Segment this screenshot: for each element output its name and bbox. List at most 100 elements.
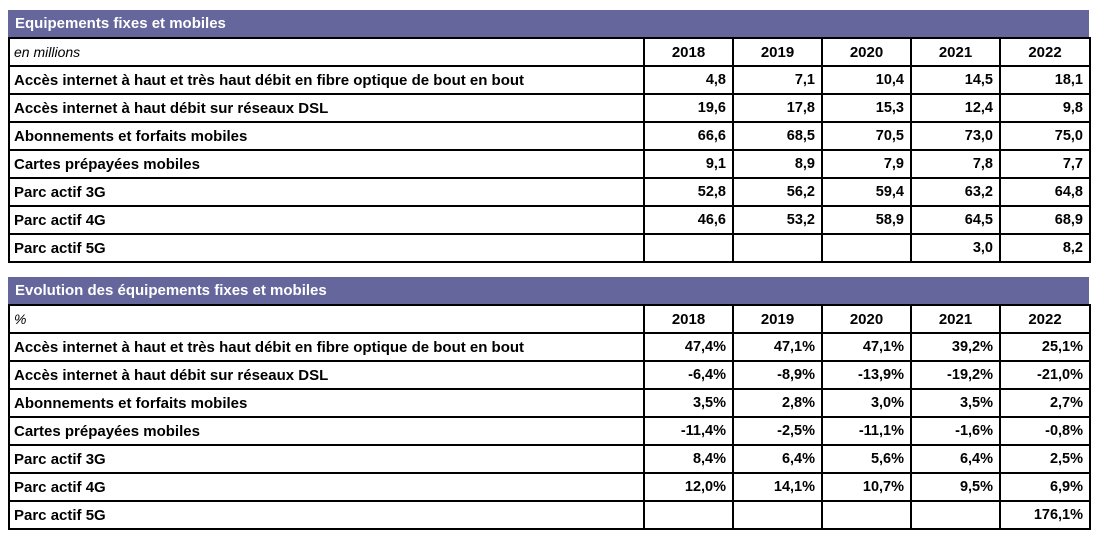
value-cell: 17,8: [732, 93, 823, 123]
value-cell: 64,5: [910, 205, 1001, 235]
year-header: 2018: [643, 37, 734, 67]
row-label: Parc actif 5G: [8, 233, 645, 263]
value-cell: -1,6%: [910, 416, 1001, 446]
row-label: Accès internet à haut et très haut débit…: [8, 65, 645, 95]
value-cell: 68,5: [732, 121, 823, 151]
value-cell: 56,2: [732, 177, 823, 207]
value-cell: 4,8: [643, 65, 734, 95]
value-cell: 8,9: [732, 149, 823, 179]
evolution-table: % 2018 2019 2020 2021 2022 Accès interne…: [8, 304, 1091, 530]
table-header-row: en millions 2018 2019 2020 2021 2022: [8, 37, 1091, 67]
value-cell: 25,1%: [999, 332, 1091, 362]
value-cell: 9,8: [999, 93, 1091, 123]
value-cell: -2,5%: [732, 416, 823, 446]
value-cell: 47,1%: [821, 332, 912, 362]
value-cell: 2,7%: [999, 388, 1091, 418]
value-cell: 8,4%: [643, 444, 734, 474]
value-cell: 12,4: [910, 93, 1001, 123]
value-cell: 8,2: [999, 233, 1091, 263]
value-cell: [732, 233, 823, 263]
table-row: Parc actif 4G 12,0% 14,1% 10,7% 9,5% 6,9…: [8, 472, 1091, 502]
table-row: Cartes prépayées mobiles 9,1 8,9 7,9 7,8…: [8, 149, 1091, 179]
row-label: Parc actif 4G: [8, 205, 645, 235]
table-row: Cartes prépayées mobiles -11,4% -2,5% -1…: [8, 416, 1091, 446]
value-cell: 59,4: [821, 177, 912, 207]
table-title: Evolution des équipements fixes et mobil…: [15, 282, 327, 299]
value-cell: -11,4%: [643, 416, 734, 446]
value-cell: 47,4%: [643, 332, 734, 362]
value-cell: 6,4%: [910, 444, 1001, 474]
year-header: 2019: [732, 304, 823, 334]
table-row: Accès internet à haut et très haut débit…: [8, 65, 1091, 95]
value-cell: 7,7: [999, 149, 1091, 179]
equipements-table: en millions 2018 2019 2020 2021 2022 Acc…: [8, 37, 1091, 263]
value-cell: 3,0: [910, 233, 1001, 263]
value-cell: 14,5: [910, 65, 1001, 95]
value-cell: 6,9%: [999, 472, 1091, 502]
value-cell: 176,1%: [999, 500, 1091, 530]
value-cell: 53,2: [732, 205, 823, 235]
table-title-bar: Evolution des équipements fixes et mobil…: [8, 277, 1089, 304]
value-cell: -0,8%: [999, 416, 1091, 446]
table-row: Parc actif 3G 8,4% 6,4% 5,6% 6,4% 2,5%: [8, 444, 1091, 474]
value-cell: [821, 500, 912, 530]
year-header: 2022: [999, 37, 1091, 67]
year-header: 2020: [821, 304, 912, 334]
value-cell: 3,5%: [910, 388, 1001, 418]
row-label: Accès internet à haut et très haut débit…: [8, 332, 645, 362]
value-cell: [643, 500, 734, 530]
row-label: Accès internet à haut débit sur réseaux …: [8, 360, 645, 390]
value-cell: 5,6%: [821, 444, 912, 474]
table-title: Equipements fixes et mobiles: [15, 15, 226, 32]
value-cell: [910, 500, 1001, 530]
table-row: Parc actif 4G 46,6 53,2 58,9 64,5 68,9: [8, 205, 1091, 235]
value-cell: 64,8: [999, 177, 1091, 207]
value-cell: 9,5%: [910, 472, 1001, 502]
value-cell: -6,4%: [643, 360, 734, 390]
value-cell: 10,4: [821, 65, 912, 95]
table-row: Abonnements et forfaits mobiles 66,6 68,…: [8, 121, 1091, 151]
value-cell: 63,2: [910, 177, 1001, 207]
value-cell: 75,0: [999, 121, 1091, 151]
row-label: Parc actif 3G: [8, 177, 645, 207]
year-header: 2021: [910, 37, 1001, 67]
table-row: Accès internet à haut et très haut débit…: [8, 332, 1091, 362]
value-cell: -21,0%: [999, 360, 1091, 390]
row-label: Parc actif 3G: [8, 444, 645, 474]
value-cell: 14,1%: [732, 472, 823, 502]
value-cell: 68,9: [999, 205, 1091, 235]
value-cell: 47,1%: [732, 332, 823, 362]
value-cell: [821, 233, 912, 263]
row-label: Abonnements et forfaits mobiles: [8, 388, 645, 418]
value-cell: [643, 233, 734, 263]
row-label: Accès internet à haut débit sur réseaux …: [8, 93, 645, 123]
row-label: Parc actif 4G: [8, 472, 645, 502]
value-cell: 70,5: [821, 121, 912, 151]
table-section-equipements: Equipements fixes et mobiles en millions…: [8, 10, 1091, 263]
value-cell: -8,9%: [732, 360, 823, 390]
value-cell: -11,1%: [821, 416, 912, 446]
year-header: 2019: [732, 37, 823, 67]
row-label: Cartes prépayées mobiles: [8, 416, 645, 446]
table-row: Parc actif 3G 52,8 56,2 59,4 63,2 64,8: [8, 177, 1091, 207]
year-header: 2021: [910, 304, 1001, 334]
value-cell: 3,0%: [821, 388, 912, 418]
value-cell: -19,2%: [910, 360, 1001, 390]
unit-label: en millions: [8, 37, 645, 67]
value-cell: 52,8: [643, 177, 734, 207]
table-header-row: % 2018 2019 2020 2021 2022: [8, 304, 1091, 334]
table-section-evolution: Evolution des équipements fixes et mobil…: [8, 277, 1091, 530]
row-label: Parc actif 5G: [8, 500, 645, 530]
value-cell: 6,4%: [732, 444, 823, 474]
row-label: Cartes prépayées mobiles: [8, 149, 645, 179]
value-cell: 73,0: [910, 121, 1001, 151]
table-title-bar: Equipements fixes et mobiles: [8, 10, 1089, 37]
value-cell: 2,8%: [732, 388, 823, 418]
value-cell: 12,0%: [643, 472, 734, 502]
value-cell: 7,1: [732, 65, 823, 95]
value-cell: 10,7%: [821, 472, 912, 502]
value-cell: 15,3: [821, 93, 912, 123]
table-row: Parc actif 5G 176,1%: [8, 500, 1091, 530]
year-header: 2022: [999, 304, 1091, 334]
